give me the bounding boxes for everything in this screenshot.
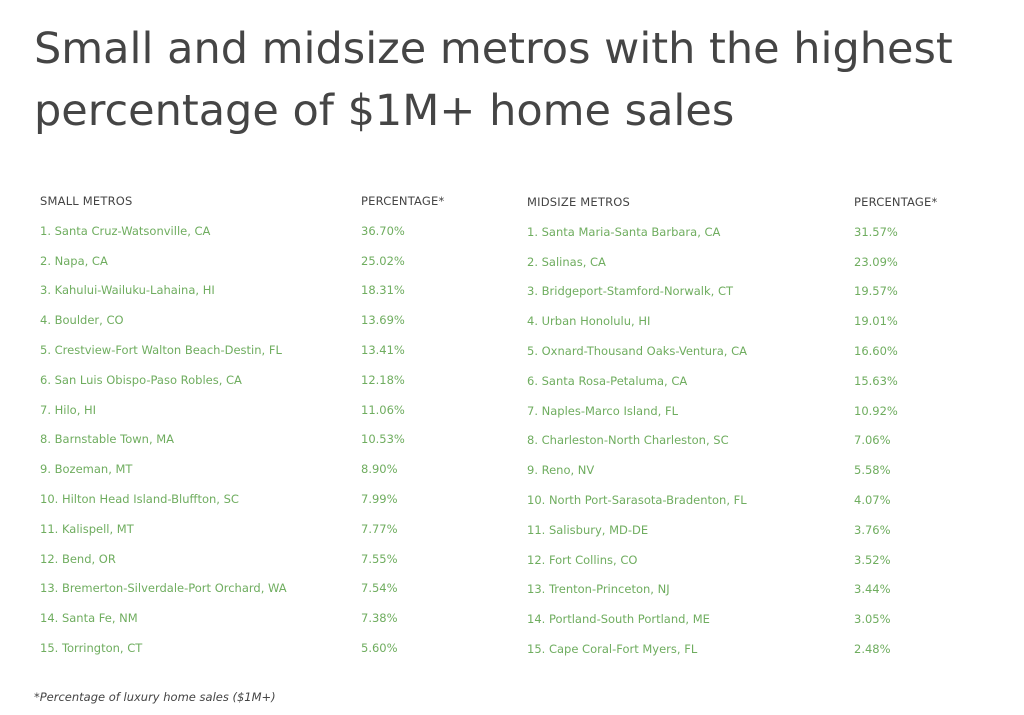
metro-percentage: 7.55%: [361, 551, 398, 566]
metro-percentage: 7.54%: [361, 581, 398, 596]
metro-name: 5. Crestview-Fort Walton Beach-Destin, F…: [40, 342, 282, 357]
metro-percentage: 5.58%: [854, 463, 891, 478]
metro-percentage: 10.53%: [361, 432, 405, 447]
metro-name: 8. Charleston-North Charleston, SC: [527, 433, 729, 448]
metro-percentage: 15.63%: [854, 373, 898, 388]
metro-name: 12. Fort Collins, CO: [527, 552, 638, 567]
metro-name: 2. Salinas, CA: [527, 254, 606, 269]
footnote: *Percentage of luxury home sales ($1M+): [34, 690, 276, 704]
metro-percentage: 16.60%: [854, 343, 898, 358]
metro-percentage: 10.92%: [854, 403, 898, 418]
metro-percentage: 11.06%: [361, 402, 405, 417]
metro-percentage: 18.31%: [361, 283, 405, 298]
metro-name: 13. Trenton-Princeton, NJ: [527, 582, 670, 597]
metro-name: 4. Boulder, CO: [40, 313, 124, 328]
metro-name: 15. Cape Coral-Fort Myers, FL: [527, 641, 698, 656]
metro-percentage: 3.52%: [854, 552, 891, 567]
metro-name: 12. Bend, OR: [40, 551, 116, 566]
metro-name: 10. North Port-Sarasota-Bradenton, FL: [527, 492, 747, 507]
metro-column-header: SMALL METROS: [40, 194, 133, 208]
metro-name: 15. Torrington, CT: [40, 640, 143, 655]
metro-column-header: MIDSIZE METROS: [527, 195, 631, 209]
metro-percentage: 19.57%: [854, 284, 898, 299]
metro-percentage: 31.57%: [854, 224, 898, 239]
metro-percentage: 4.07%: [854, 492, 891, 507]
metro-name: 14. Santa Fe, NM: [40, 611, 138, 626]
metro-percentage: 7.99%: [361, 491, 398, 506]
metro-name: 3. Kahului-Wailuku-Lahaina, HI: [40, 283, 215, 298]
metro-name: 1. Santa Cruz-Watsonville, CA: [40, 223, 211, 238]
metro-percentage: 7.77%: [361, 521, 398, 536]
metro-percentage: 25.02%: [361, 253, 405, 268]
metro-name: 4. Urban Honolulu, HI: [527, 314, 651, 329]
metro-name: 10. Hilton Head Island-Bluffton, SC: [40, 491, 239, 506]
metro-name: 2. Napa, CA: [40, 253, 108, 268]
metro-percentage: 13.41%: [361, 342, 405, 357]
metro-name: 1. Santa Maria-Santa Barbara, CA: [527, 224, 721, 239]
percentage-column-header: PERCENTAGE*: [361, 194, 445, 208]
metro-name: 6. Santa Rosa-Petaluma, CA: [527, 373, 688, 388]
metro-percentage: 3.44%: [854, 582, 891, 597]
metro-name: 9. Reno, NV: [527, 463, 595, 478]
metro-percentage: 3.05%: [854, 612, 891, 627]
metro-name: 5. Oxnard-Thousand Oaks-Ventura, CA: [527, 343, 748, 358]
metro-name: 3. Bridgeport-Stamford-Norwalk, CT: [527, 284, 733, 299]
metro-percentage: 36.70%: [361, 223, 405, 238]
metro-name: 8. Barnstable Town, MA: [40, 432, 175, 447]
metro-percentage: 5.60%: [361, 640, 398, 655]
metro-percentage: 12.18%: [361, 372, 405, 387]
metro-percentage: 8.90%: [361, 462, 398, 477]
metro-percentage: 7.38%: [361, 611, 398, 626]
percentage-column-header: PERCENTAGE*: [854, 195, 938, 209]
metro-percentage: 3.76%: [854, 522, 891, 537]
metro-name: 7. Hilo, HI: [40, 402, 97, 417]
metro-percentage: 7.06%: [854, 433, 891, 448]
metro-name: 9. Bozeman, MT: [40, 462, 133, 477]
metro-percentage: 13.69%: [361, 313, 405, 328]
page-title: Small and midsize metros with the highes…: [34, 24, 953, 136]
metro-name: 11. Kalispell, MT: [40, 521, 134, 536]
metro-name: 11. Salisbury, MD-DE: [527, 522, 649, 537]
metro-percentage: 19.01%: [854, 314, 898, 329]
metro-percentage: 2.48%: [854, 641, 891, 656]
metro-name: 7. Naples-Marco Island, FL: [527, 403, 678, 418]
metro-name: 14. Portland-South Portland, ME: [527, 612, 710, 627]
metro-name: 13. Bremerton-Silverdale-Port Orchard, W…: [40, 581, 287, 596]
metro-name: 6. San Luis Obispo-Paso Robles, CA: [40, 372, 242, 387]
metro-percentage: 23.09%: [854, 254, 898, 269]
